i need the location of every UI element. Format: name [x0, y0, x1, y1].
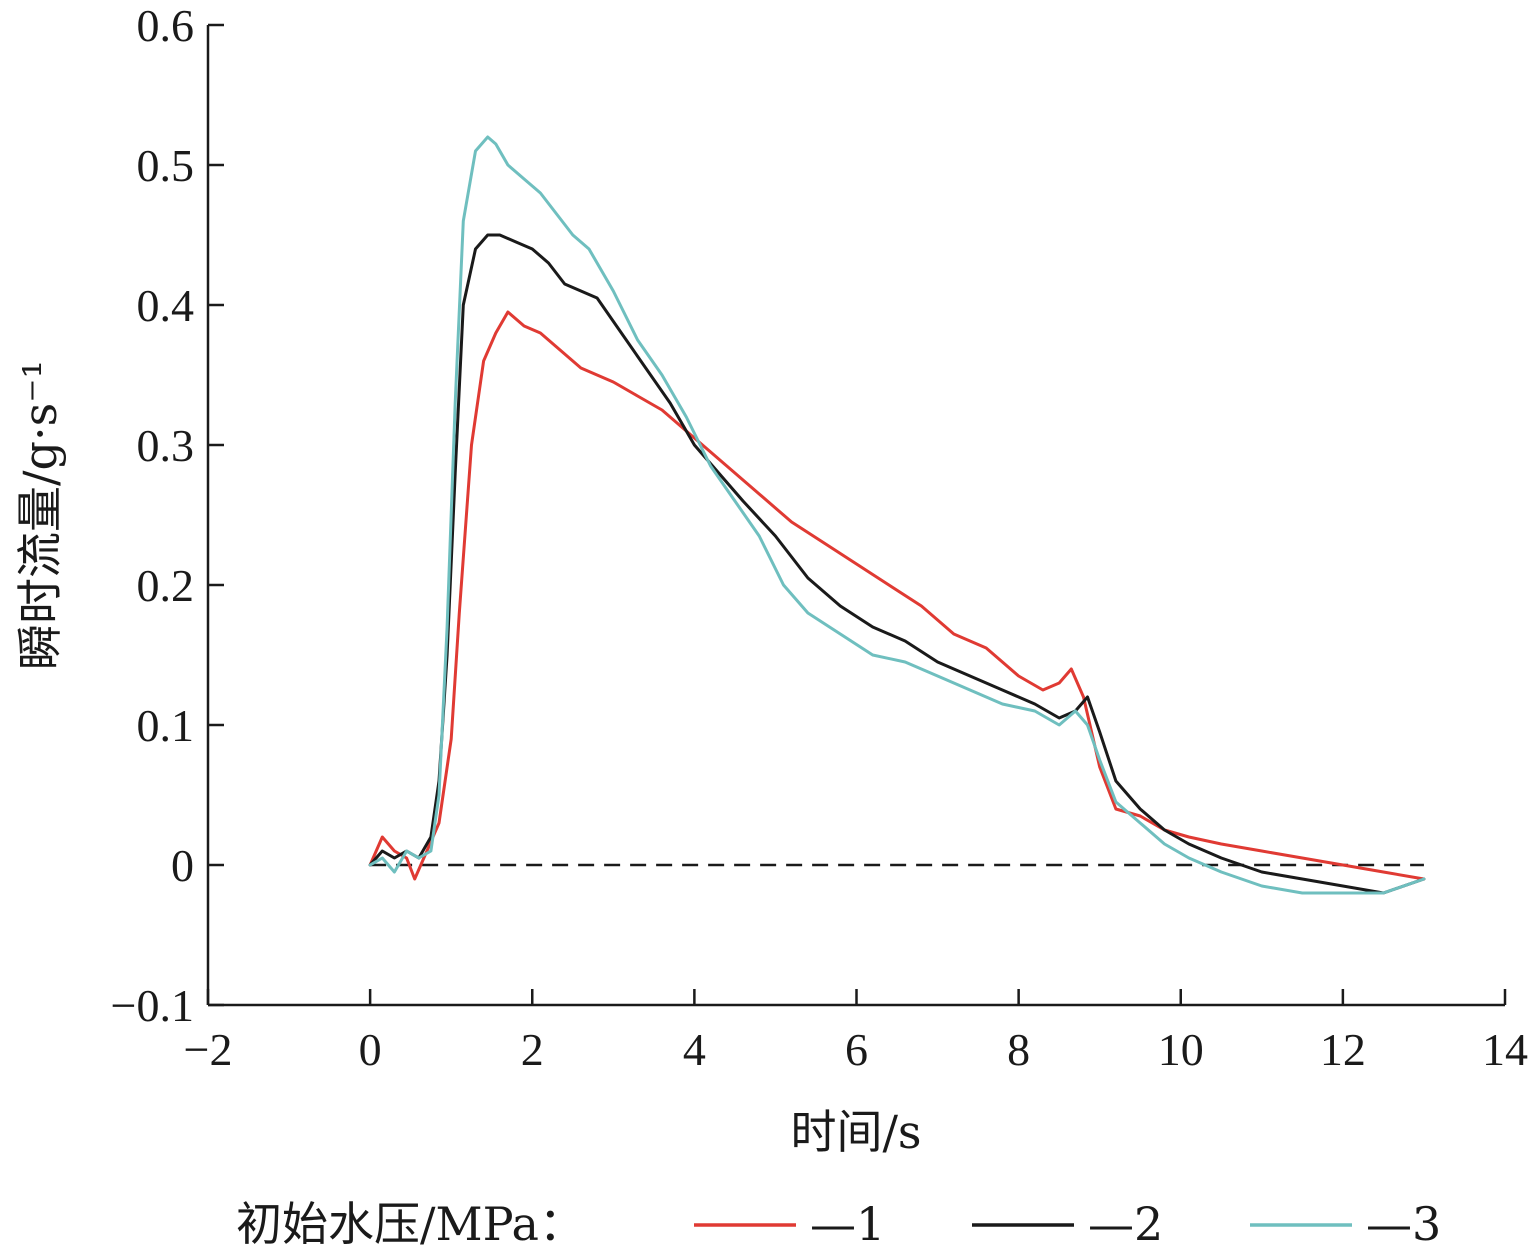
y-tick-label: 0.6 — [137, 0, 195, 51]
legend-title: 初始水压/MPa： — [236, 1197, 585, 1251]
x-tick-label: −2 — [184, 1024, 233, 1075]
x-tick-label: 4 — [683, 1024, 706, 1075]
y-tick-label: 0.3 — [137, 420, 195, 471]
x-axis-title: 时间/s — [790, 1105, 921, 1159]
series-line-2 — [368, 233, 1426, 895]
x-tick-label: 2 — [521, 1024, 544, 1075]
y-tick-label: −0.1 — [111, 980, 194, 1031]
y-tick-label: 0.2 — [137, 560, 195, 611]
y-tick-label: 0.1 — [137, 700, 195, 751]
y-axis-title: 瞬时流量/g·s⁻¹ — [13, 360, 67, 670]
x-tick-label: 0 — [359, 1024, 382, 1075]
x-ticks: −2 0 2 4 6 8 10 12 14 — [184, 989, 1528, 1075]
legend-label-2: —2 — [1088, 1197, 1163, 1251]
y-tick-label: 0.5 — [137, 140, 195, 191]
legend-label-1: —1 — [810, 1197, 885, 1251]
y-ticks: −0.1 0 0.1 0.2 0.3 0.4 0.5 0.6 — [111, 0, 224, 1031]
x-tick-label: 12 — [1320, 1024, 1366, 1075]
series-line-3 — [368, 135, 1426, 895]
legend-label-3: —3 — [1366, 1197, 1441, 1251]
legend: 初始水压/MPa： —1 —2 —3 — [236, 1197, 1441, 1251]
x-tick-label: 6 — [845, 1024, 868, 1075]
x-tick-label: 8 — [1007, 1024, 1030, 1075]
series-group — [368, 135, 1426, 895]
x-tick-label: 10 — [1158, 1024, 1204, 1075]
y-tick-label: 0 — [171, 840, 194, 891]
x-tick-label: 14 — [1482, 1024, 1528, 1075]
y-tick-label: 0.4 — [137, 280, 195, 331]
series-line-1 — [368, 310, 1426, 881]
